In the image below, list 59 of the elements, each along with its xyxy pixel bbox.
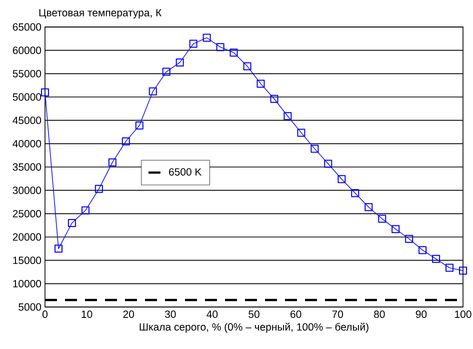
point [351, 189, 360, 198]
point [378, 214, 386, 223]
point [324, 160, 332, 168]
x-tick-label: 50 [248, 310, 260, 318]
y-tick-label: 15000 [13, 256, 42, 264]
x-tick-label: 40 [206, 310, 218, 318]
point [122, 137, 130, 146]
y-tick-label: 25000 [12, 210, 42, 218]
point [189, 40, 198, 48]
point [338, 175, 346, 184]
y-tick-label: 55000 [12, 70, 42, 78]
point [216, 43, 224, 52]
y-tick-label: 10000 [13, 280, 42, 288]
x-tick-label: 30 [164, 310, 176, 318]
point [392, 225, 400, 234]
point [162, 68, 170, 76]
point [94, 184, 103, 193]
point [135, 121, 144, 130]
point [364, 203, 373, 212]
y-tick-label: 5000 [18, 303, 42, 311]
point [418, 246, 427, 254]
point [81, 206, 90, 214]
point [202, 34, 211, 42]
x-tick-label: 60 [290, 310, 302, 318]
point [405, 234, 414, 243]
y-tick-label: 20000 [12, 233, 42, 241]
point [176, 58, 184, 66]
x-tick-label: 70 [332, 310, 344, 318]
x-tick-label: 100 [455, 310, 472, 318]
point [284, 112, 292, 120]
point [256, 80, 265, 88]
point [459, 266, 468, 275]
y-tick-label: 40000 [12, 140, 42, 148]
y-tick-label: 65000 [12, 23, 42, 31]
x-axis-title: Шкала серого, % (0% – черный, 100% – белый) [140, 322, 368, 333]
point [310, 144, 319, 153]
point [148, 87, 157, 96]
point [54, 244, 62, 253]
point [230, 48, 238, 57]
legend-label: 6500 K [169, 168, 202, 176]
x-tick-label: 80 [374, 310, 385, 318]
point [68, 219, 76, 227]
x-tick-label: 0 [42, 310, 48, 318]
y-tick-label: 50000 [12, 93, 42, 101]
y-axis-title: Цветовая температура, К [39, 9, 162, 18]
point [41, 88, 49, 96]
point [270, 94, 278, 103]
x-tick-label: 90 [416, 310, 427, 318]
y-tick-label: 35000 [12, 163, 42, 171]
x-tick-label: 10 [82, 310, 92, 318]
x-tick-label: 20 [123, 310, 134, 318]
y-tick-label: 45000 [12, 116, 42, 124]
point [243, 62, 252, 70]
point [108, 158, 116, 166]
point [446, 264, 454, 272]
y-tick-label: 60000 [12, 46, 42, 54]
y-tick-label: 30000 [12, 186, 42, 194]
point [432, 254, 440, 263]
point [297, 128, 306, 137]
